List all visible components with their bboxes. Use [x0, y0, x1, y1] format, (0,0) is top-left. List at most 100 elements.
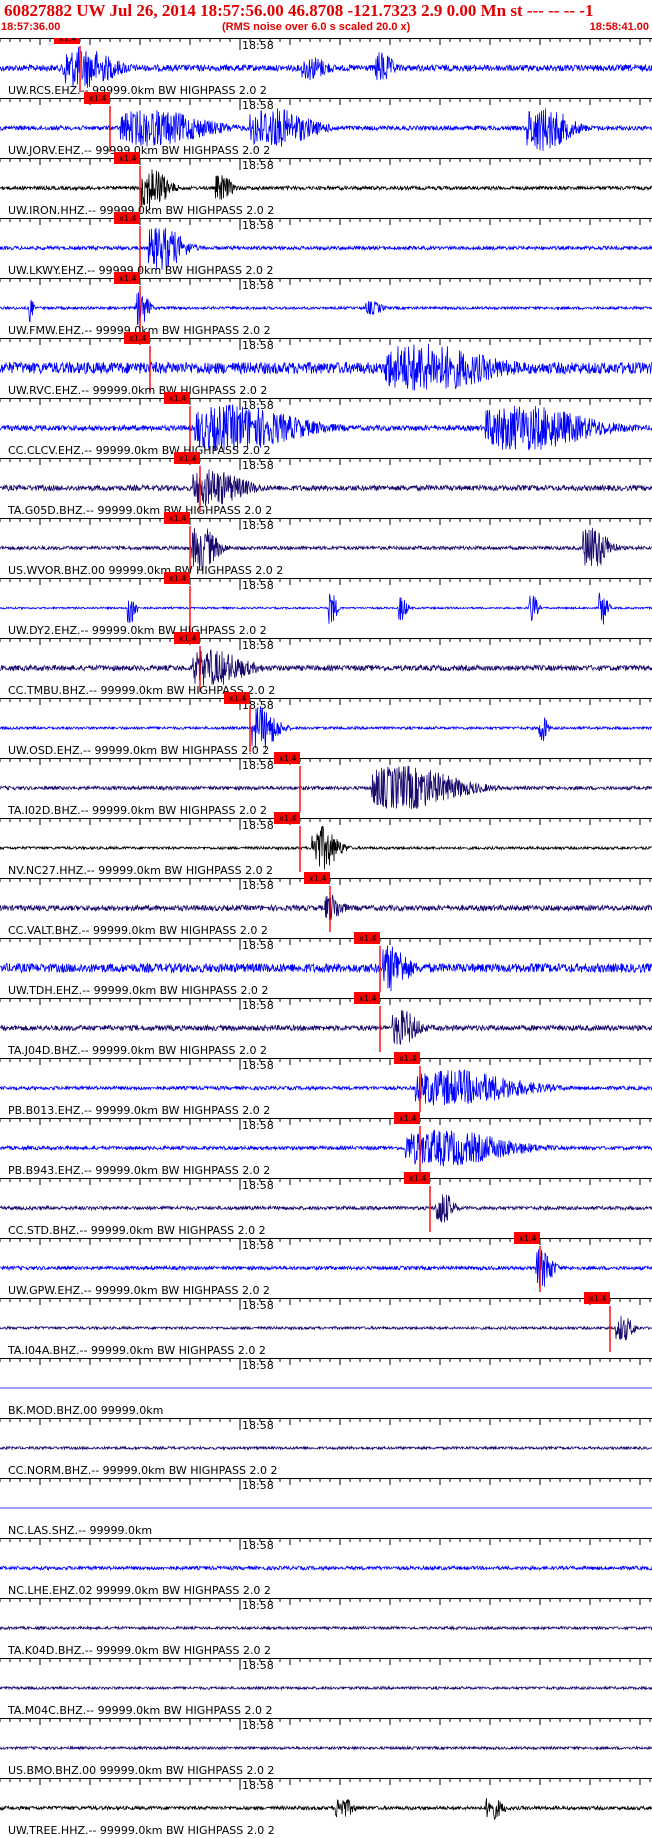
minute-tick-label: 18:58 — [242, 879, 274, 892]
pick-flag — [54, 38, 80, 44]
pick-flag — [224, 692, 250, 704]
pick-flag — [394, 1112, 420, 1124]
trace-label: UW.DY2.EHZ.-- 99999.0km BW HIGHPASS 2.0 … — [8, 624, 267, 637]
minute-tick-label: 18:58 — [242, 1539, 274, 1552]
minute-tick-label: 18:58 — [242, 759, 274, 772]
pick-flag-label: x1.4 — [119, 154, 136, 163]
pick-flag — [404, 1172, 430, 1184]
trace-row: 18:58 x1.4 US.WVOR.BHZ.00 99999.0km BW HIG… — [0, 512, 652, 577]
trace-row: 18:58 x1.4 PB.B943.EHZ.-- 99999.0km BW HIG… — [0, 1112, 652, 1177]
trace-label: TA.K04D.BHZ.-- 99999.0km BW HIGHPASS 2.0… — [7, 1644, 271, 1657]
waveform-trace — [0, 894, 652, 921]
minute-tick-label: 18:58 — [242, 939, 274, 952]
waveform-trace — [0, 592, 652, 625]
pick-flag-label: x1.4 — [279, 814, 296, 823]
trace-label: UW.OSD.EHZ.-- 99999.0km BW HIGHPASS 2.0 … — [8, 744, 269, 757]
waveform-trace — [0, 1069, 652, 1106]
minute-tick-label: 18:58 — [242, 819, 274, 832]
trace-label: TA.M04C.BHZ.-- 99999.0km BW HIGHPASS 2.0… — [7, 1704, 272, 1717]
minute-tick-label: 18:58 — [242, 1059, 274, 1072]
pick-flag — [164, 512, 190, 524]
pick-flag — [304, 872, 330, 884]
minute-tick-label: 18:58 — [242, 519, 274, 532]
minute-tick-label: 18:58 — [242, 1599, 274, 1612]
minute-tick-label: 18:58 — [242, 1179, 274, 1192]
waveform-trace — [0, 1315, 652, 1341]
waveform-trace — [0, 1798, 652, 1821]
trace-label: US.WVOR.BHZ.00 99999.0km BW HIGHPASS 2.0… — [8, 564, 283, 577]
trace-label: UW.RCS.EHZ.-- 99999.0km BW HIGHPASS 2.0 … — [8, 84, 267, 97]
pick-flag-label: x1.4 — [589, 1294, 606, 1303]
trace-label: NC.LHE.EHZ.02 99999.0km BW HIGHPASS 2.0 … — [8, 1584, 271, 1597]
trace-row: 18:58 x1.4 UW.RCS.EHZ.-- 99999.0km BW HIGH… — [0, 38, 652, 97]
pick-flag-label: x1.4 — [179, 634, 196, 643]
trace-row: 18:58 x1.4 UW.GPW.EHZ.-- 99999.0km BW HIGH… — [0, 1232, 652, 1297]
trace-label: TA.G05D.BHZ.-- 99999.0km BW HIGHPASS 2.0… — [7, 504, 272, 517]
trace-label: BK.MOD.BHZ.00 99999.0km — [8, 1404, 163, 1417]
trace-label: PB.B013.EHZ.-- 99999.0km BW HIGHPASS 2.0… — [8, 1104, 270, 1117]
pick-flag-label: x1.4 — [89, 94, 106, 103]
trace-row: 18:58 x1.4 PB.B013.EHZ.-- 99999.0km BW HIG… — [0, 1052, 652, 1117]
trace-label: PB.B943.EHZ.-- 99999.0km BW HIGHPASS 2.0… — [8, 1164, 270, 1177]
minute-tick-label: 18:58 — [242, 1479, 274, 1492]
pick-flag-label: x1.4 — [129, 334, 146, 343]
pick-flag-label: x1.4 — [409, 1174, 426, 1183]
pick-flag-label: x1.4 — [399, 1054, 416, 1063]
trace-label: CC.VALT.BHZ.-- 99999.0km BW HIGHPASS 2.0… — [8, 924, 268, 937]
minute-tick-label: 18:58 — [242, 399, 274, 412]
rms-note: (RMS noise over 6.0 s scaled 20.0 x) — [222, 21, 411, 33]
trace-label: TA.I04A.BHZ.-- 99999.0km BW HIGHPASS 2.0… — [7, 1344, 266, 1357]
pick-flag — [274, 752, 300, 764]
waveform-trace — [0, 1625, 652, 1631]
trace-label: TA.J04D.BHZ.-- 99999.0km BW HIGHPASS 2.0… — [7, 1044, 267, 1057]
minute-tick-label: 18:58 — [242, 1359, 274, 1372]
trace-label: CC.TMBU.BHZ.-- 99999.0km BW HIGHPASS 2.0… — [8, 684, 275, 697]
waveform-trace — [0, 227, 652, 270]
minute-tick-label: 18:58 — [242, 1719, 274, 1732]
trace-row: 18:58 x1.4 CC.STD.BHZ.-- 99999.0km BW HIGH… — [0, 1172, 652, 1237]
waveform-trace — [0, 404, 652, 451]
pick-flag — [164, 572, 190, 584]
minute-tick-label: 18:58 — [242, 999, 274, 1012]
trace-row: 18:58 US.BMO.BHZ.00 99999.0km BW HIGHPASS… — [0, 1718, 652, 1777]
pick-flag — [584, 1292, 610, 1304]
waveform-trace — [0, 825, 652, 870]
trace-row: 18:58 TA.K04D.BHZ.-- 99999.0km BW HIGHPAS… — [0, 1598, 652, 1657]
trace-label: UW.JORV.EHZ.-- 99999.0km BW HIGHPASS 2.0… — [8, 144, 270, 157]
pick-flag-label: x1.4 — [519, 1234, 536, 1243]
waveform-trace — [0, 469, 652, 507]
pick-flag-label: x1.4 — [169, 574, 186, 583]
trace-row: 18:58 x1.4 TA.I04A.BHZ.-- 99999.0km BW HIG… — [0, 1292, 652, 1357]
waveform-trace — [0, 108, 652, 151]
trace-label: UW.GPW.EHZ.-- 99999.0km BW HIGHPASS 2.0 … — [8, 1284, 270, 1297]
pick-flag — [394, 1052, 420, 1064]
pick-flag — [114, 272, 140, 284]
time-start-label: 18:57:36.00 — [1, 21, 61, 33]
minute-tick-label: 18:58 — [242, 279, 274, 292]
minute-tick-label: 18:58 — [242, 1419, 274, 1432]
trace-label: TA.I02D.BHZ.-- 99999.0km BW HIGHPASS 2.0… — [7, 804, 267, 817]
pick-flag — [164, 392, 190, 404]
pick-flag — [174, 452, 200, 464]
pick-flag — [274, 812, 300, 824]
pick-flag — [114, 152, 140, 164]
pick-flag-label: x1.4 — [229, 694, 246, 703]
trace-row: 18:58 x1.4 UW.JORV.EHZ.-- 99999.0km BW HIG… — [0, 92, 652, 157]
pick-flag — [354, 992, 380, 1004]
trace-label: CC.CLCV.EHZ.-- 99999.0km BW HIGHPASS 2.0… — [8, 444, 270, 457]
minute-tick-label: 18:58 — [242, 1239, 274, 1252]
minute-tick-label: 18:58 — [242, 39, 274, 52]
minute-tick-label: 18:58 — [242, 339, 274, 352]
trace-row: 18:58 NC.LHE.EHZ.02 99999.0km BW HIGHPASS… — [0, 1538, 652, 1597]
minute-tick-label: 18:58 — [242, 459, 274, 472]
pick-flag-label: x1.4 — [279, 754, 296, 763]
waveform-trace — [0, 1745, 652, 1751]
trace-label: NC.LAS.SHZ.-- 99999.0km — [8, 1524, 152, 1537]
pick-flag-label: x1.4 — [119, 214, 136, 223]
minute-tick-label: 18:58 — [242, 1779, 274, 1792]
pick-flag-label: x1.4 — [169, 394, 186, 403]
waveform-trace — [0, 46, 652, 88]
minute-tick-label: 18:58 — [242, 1299, 274, 1312]
waveform-trace — [0, 292, 652, 325]
